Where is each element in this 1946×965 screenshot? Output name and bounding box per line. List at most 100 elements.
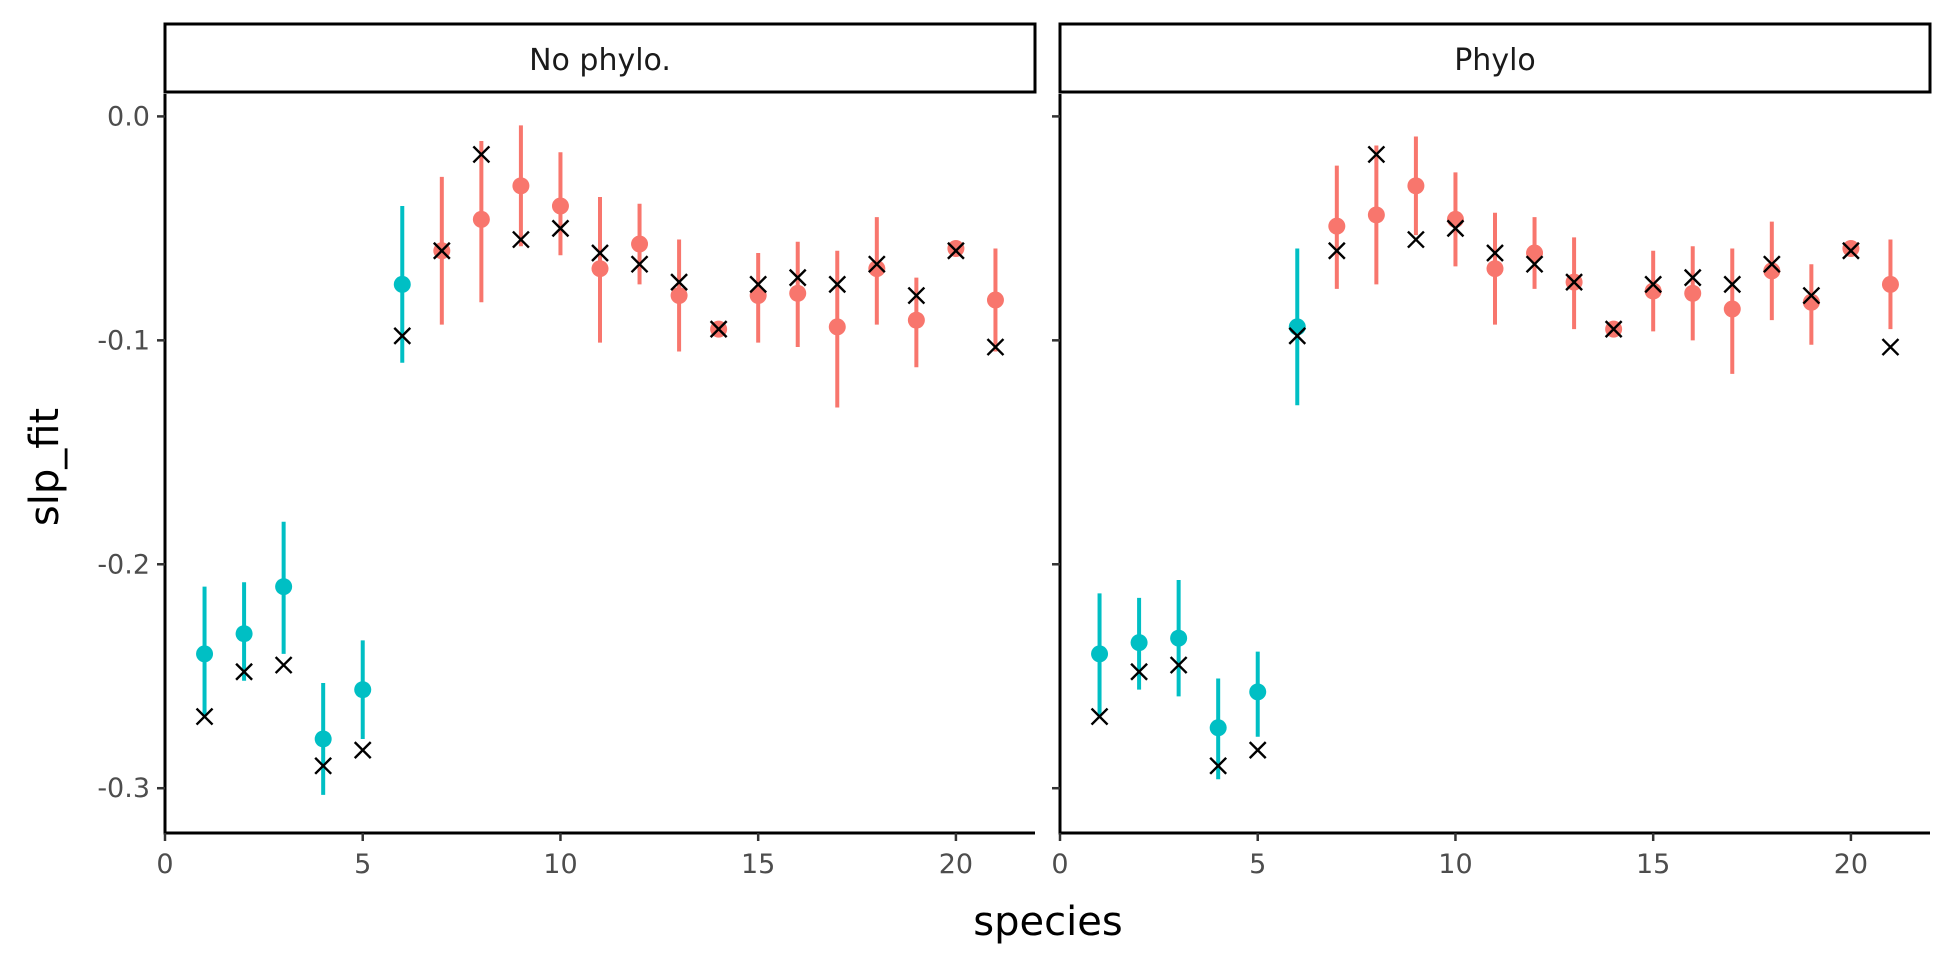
x-tick-label: 10	[543, 849, 577, 880]
estimate-point	[235, 625, 253, 643]
y-tick-label: 0.0	[107, 101, 150, 132]
estimate-point	[1446, 210, 1464, 228]
x-tick-label: 0	[156, 849, 173, 880]
estimate-point	[354, 681, 372, 699]
truth-marker	[314, 756, 333, 775]
x-tick-label: 20	[1834, 849, 1868, 880]
truth-marker	[1169, 656, 1188, 674]
truth-marker	[630, 255, 649, 274]
estimate-point	[1842, 240, 1860, 258]
estimate-point	[1288, 318, 1306, 336]
estimate-point	[1367, 206, 1385, 224]
truth-marker	[591, 244, 609, 262]
estimate-point	[512, 177, 530, 195]
x-tick-label: 5	[1249, 849, 1266, 880]
truth-marker	[1525, 255, 1544, 274]
truth-marker	[670, 273, 688, 291]
estimate-point	[986, 291, 1004, 309]
truth-marker	[1090, 707, 1109, 726]
truth-marker	[1604, 320, 1623, 338]
panel-phylo-marks	[1090, 136, 1900, 780]
truth-marker	[1209, 756, 1228, 775]
strip-label-no-phylo: No phylo.	[529, 43, 671, 78]
truth-marker	[1288, 327, 1307, 345]
truth-marker	[947, 241, 965, 260]
y-tick-label: -0.1	[97, 325, 150, 356]
estimate-point	[275, 578, 293, 596]
truth-marker	[551, 219, 570, 238]
estimate-point	[1091, 645, 1109, 663]
truth-marker	[1683, 268, 1702, 287]
truth-marker	[235, 662, 253, 681]
estimate-point	[472, 210, 490, 228]
truth-marker	[1248, 741, 1267, 759]
truth-marker	[1762, 255, 1781, 274]
panel-no-phylo-axes: 0.0 -0.1 -0.2 -0.3 0 5 10 15 20	[97, 94, 1035, 880]
truth-marker	[432, 241, 451, 260]
estimate-point	[393, 275, 411, 293]
x-tick-label: 15	[1636, 849, 1670, 880]
estimate-point	[670, 287, 688, 305]
estimate-point	[1684, 284, 1702, 302]
x-tick-label: 0	[1051, 849, 1068, 880]
estimate-point	[1130, 634, 1148, 652]
truth-marker	[393, 327, 412, 345]
truth-marker	[1486, 244, 1504, 262]
panel-phylo: Phylo 0 5 10 15 20	[1051, 22, 1932, 880]
truth-marker	[1130, 662, 1148, 681]
y-tick-label: -0.2	[97, 549, 150, 580]
x-tick-label: 20	[939, 849, 973, 880]
truth-marker	[195, 707, 214, 726]
truth-marker	[749, 275, 768, 294]
x-tick-label: 10	[1438, 849, 1472, 880]
estimate-point	[314, 730, 332, 748]
truth-marker	[1367, 145, 1386, 164]
estimate-point	[551, 197, 569, 215]
truth-marker	[709, 320, 728, 338]
estimate-point	[1526, 244, 1544, 262]
estimate-point	[868, 260, 886, 278]
estimate-point	[1486, 260, 1504, 278]
panel-no-phylo: No phylo. 0.0 -0.1 -0.2 -0.3 0 5 10 15 20	[97, 22, 1037, 880]
truth-marker	[472, 145, 491, 164]
truth-marker	[828, 275, 847, 294]
y-axis-title: slp_fit	[22, 408, 68, 526]
estimate-point	[749, 287, 767, 305]
x-tick-label: 15	[741, 849, 775, 880]
estimate-point	[1763, 262, 1781, 280]
truth-marker	[1327, 241, 1346, 260]
strip-label-phylo: Phylo	[1454, 43, 1536, 78]
truth-marker	[1644, 275, 1663, 294]
truth-marker	[986, 338, 1005, 356]
strip-phylo	[1058, 22, 1932, 94]
estimate-point	[789, 284, 807, 302]
x-tick-label: 5	[354, 849, 371, 880]
strip-no-phylo	[163, 22, 1037, 94]
truth-marker	[788, 268, 807, 287]
y-tick-label: -0.3	[97, 773, 150, 804]
estimate-point	[196, 645, 214, 663]
estimate-point	[907, 311, 925, 329]
truth-marker	[907, 286, 926, 305]
truth-marker	[867, 255, 886, 274]
truth-marker	[1446, 219, 1465, 238]
truth-marker	[274, 656, 293, 674]
panel-no-phylo-marks	[195, 125, 1005, 795]
panel-phylo-axes: 0 5 10 15 20	[1051, 94, 1930, 880]
estimate-point	[828, 318, 846, 336]
estimate-point	[1644, 282, 1662, 300]
estimate-point	[1328, 217, 1346, 235]
estimate-point	[1249, 683, 1267, 701]
estimate-point	[1881, 275, 1899, 293]
truth-marker	[1881, 338, 1900, 356]
estimate-point	[1407, 177, 1425, 195]
truth-marker	[1407, 230, 1425, 249]
estimate-point	[591, 260, 609, 278]
x-axis-title: species	[973, 899, 1122, 945]
truth-marker	[1723, 275, 1742, 294]
estimate-point	[1802, 293, 1820, 311]
estimate-point	[1723, 300, 1741, 318]
estimate-point	[1209, 719, 1227, 737]
truth-marker	[1565, 273, 1583, 291]
